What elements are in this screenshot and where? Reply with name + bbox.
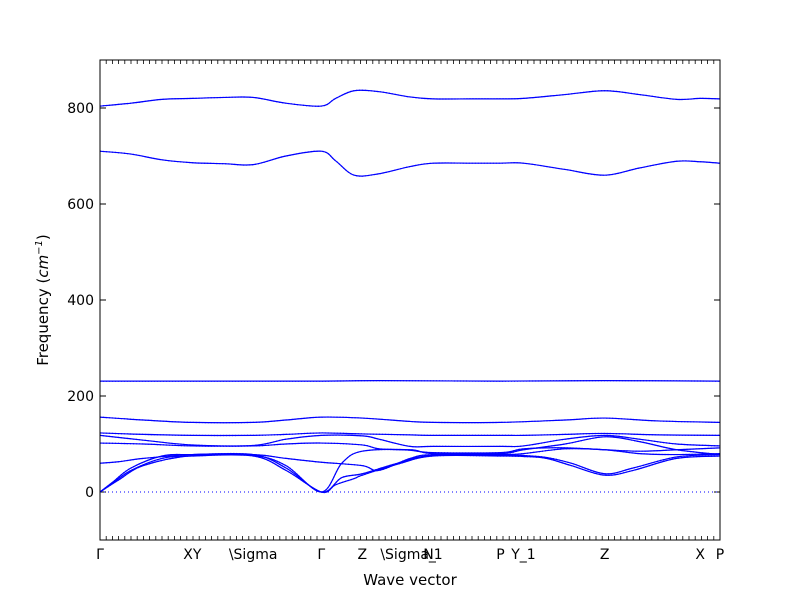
x-tick-label: N1 (423, 547, 442, 563)
band-lines (99, 89, 721, 494)
x-tick-label: Y_1 (510, 547, 535, 563)
band-markers-1 (99, 89, 721, 107)
x-tick-label: P (716, 547, 724, 563)
x-tick-label: Γ (96, 547, 104, 563)
y-axis-title-exp: −1 (34, 240, 45, 255)
band-line-2 (99, 150, 721, 177)
y-tick-label: 600 (67, 197, 94, 213)
band-markers-10 (99, 454, 721, 494)
y-tick-label: 800 (67, 101, 94, 117)
x-tick-label: \Sigma_ (380, 547, 437, 563)
x-tick-label: X (695, 547, 705, 563)
x-tick-label: \Sigma (229, 547, 278, 563)
band-markers-9 (99, 452, 721, 493)
y-axis-title-main: Frequency ( (34, 278, 52, 366)
plot-frame (99, 59, 721, 541)
y-tick-label: 400 (67, 293, 94, 309)
band-line-4 (99, 416, 721, 424)
x-tick-label: Z (600, 547, 610, 563)
band-markers-7 (99, 442, 721, 454)
y-axis-title-unit: cm (34, 255, 52, 278)
y-tick-labels: 0 200 400 600 800 (67, 101, 94, 501)
x-tick-label: Γ (317, 547, 325, 563)
y-axis-title-close: ) (34, 234, 52, 240)
x-tick-label: P (496, 547, 504, 563)
band-line-10 (99, 454, 721, 494)
x-tick-labels: Γ XY \Sigma Γ Z \Sigma_N1 P Y_1 Z X P (96, 547, 724, 563)
band-markers-2 (99, 150, 721, 177)
y-tick-label: 200 (67, 389, 94, 405)
y-tick-label: 0 (85, 485, 94, 501)
tick-layer (99, 60, 721, 540)
x-tick-label: XY (183, 547, 202, 563)
band-line-11 (99, 436, 721, 493)
x-tick-label: Z (357, 547, 367, 563)
band-markers-3 (100, 380, 721, 382)
y-axis-title: Frequency (cm−1) (34, 234, 52, 366)
x-axis-title: Wave vector (363, 571, 457, 589)
band-markers-5 (99, 432, 721, 437)
